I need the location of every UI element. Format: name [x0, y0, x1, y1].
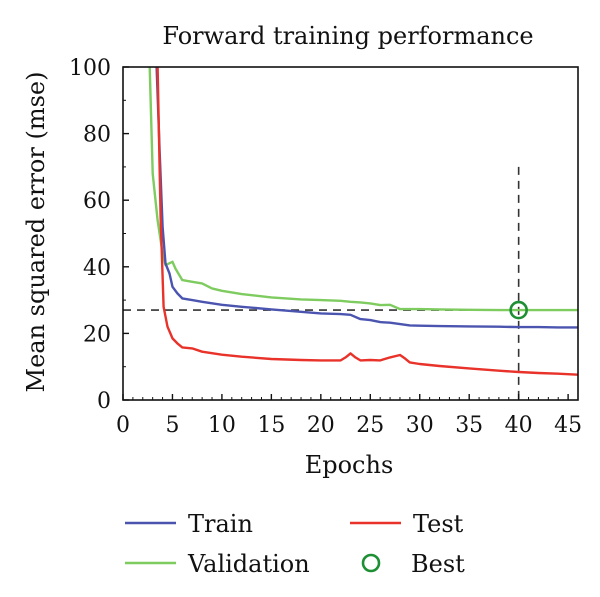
x-tick-label: 25: [356, 413, 384, 438]
x-tick-label: 20: [307, 413, 335, 438]
x-tick-label: 40: [505, 413, 533, 438]
y-tick-label: 40: [83, 256, 111, 281]
y-tick-label: 100: [69, 56, 111, 81]
best-marker: [509, 300, 528, 320]
y-tick-label: 80: [83, 123, 111, 148]
x-tick-label: 30: [406, 413, 434, 438]
series-line-validation: [148, 67, 578, 312]
x-axis-label: Epochs: [305, 451, 394, 479]
x-tick-label: 5: [165, 413, 179, 438]
x-tick-label: 0: [116, 413, 130, 438]
y-tick-label: 20: [83, 322, 111, 347]
plot-area: 0 5 10 15 20 25 30 35 40 45 0 20 40 60 80 100: [69, 56, 582, 438]
plot-frame: [122, 66, 579, 401]
x-tick-label: 35: [455, 413, 483, 438]
legend-label-best: Best: [411, 550, 465, 578]
series-line-test: [156, 67, 578, 376]
legend-label-validation: Validation: [187, 550, 310, 578]
legend-label-train: Train: [188, 510, 253, 538]
y-tick-label: 60: [83, 189, 111, 214]
legend: Train Test Validation Best: [125, 510, 465, 578]
x-tick-label: 15: [257, 413, 285, 438]
y-tick-label: 0: [97, 389, 111, 414]
series-line-train: [155, 67, 578, 329]
chart-title: Forward training performance: [162, 22, 533, 50]
legend-swatch-best: [361, 553, 381, 573]
x-tick-label: 10: [208, 413, 236, 438]
y-axis-label: Mean squared error (mse): [22, 72, 50, 393]
x-tick-label: 45: [554, 413, 582, 438]
legend-label-test: Test: [413, 510, 464, 538]
